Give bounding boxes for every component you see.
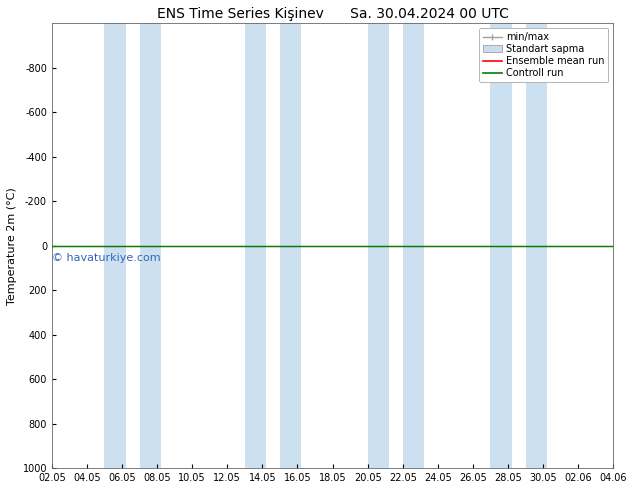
Y-axis label: Temperature 2m (°C): Temperature 2m (°C) xyxy=(7,187,17,305)
Bar xyxy=(491,24,512,468)
Bar xyxy=(280,24,301,468)
Title: ENS Time Series Kişinev      Sa. 30.04.2024 00 UTC: ENS Time Series Kişinev Sa. 30.04.2024 0… xyxy=(157,7,508,21)
Legend: min/max, Standart sapma, Ensemble mean run, Controll run: min/max, Standart sapma, Ensemble mean r… xyxy=(479,28,609,82)
Bar xyxy=(105,24,126,468)
Bar xyxy=(245,24,266,468)
Text: © havaturkiye.com: © havaturkiye.com xyxy=(52,252,161,263)
Bar xyxy=(368,24,389,468)
Bar xyxy=(526,24,547,468)
Bar xyxy=(139,24,160,468)
Bar xyxy=(403,24,424,468)
